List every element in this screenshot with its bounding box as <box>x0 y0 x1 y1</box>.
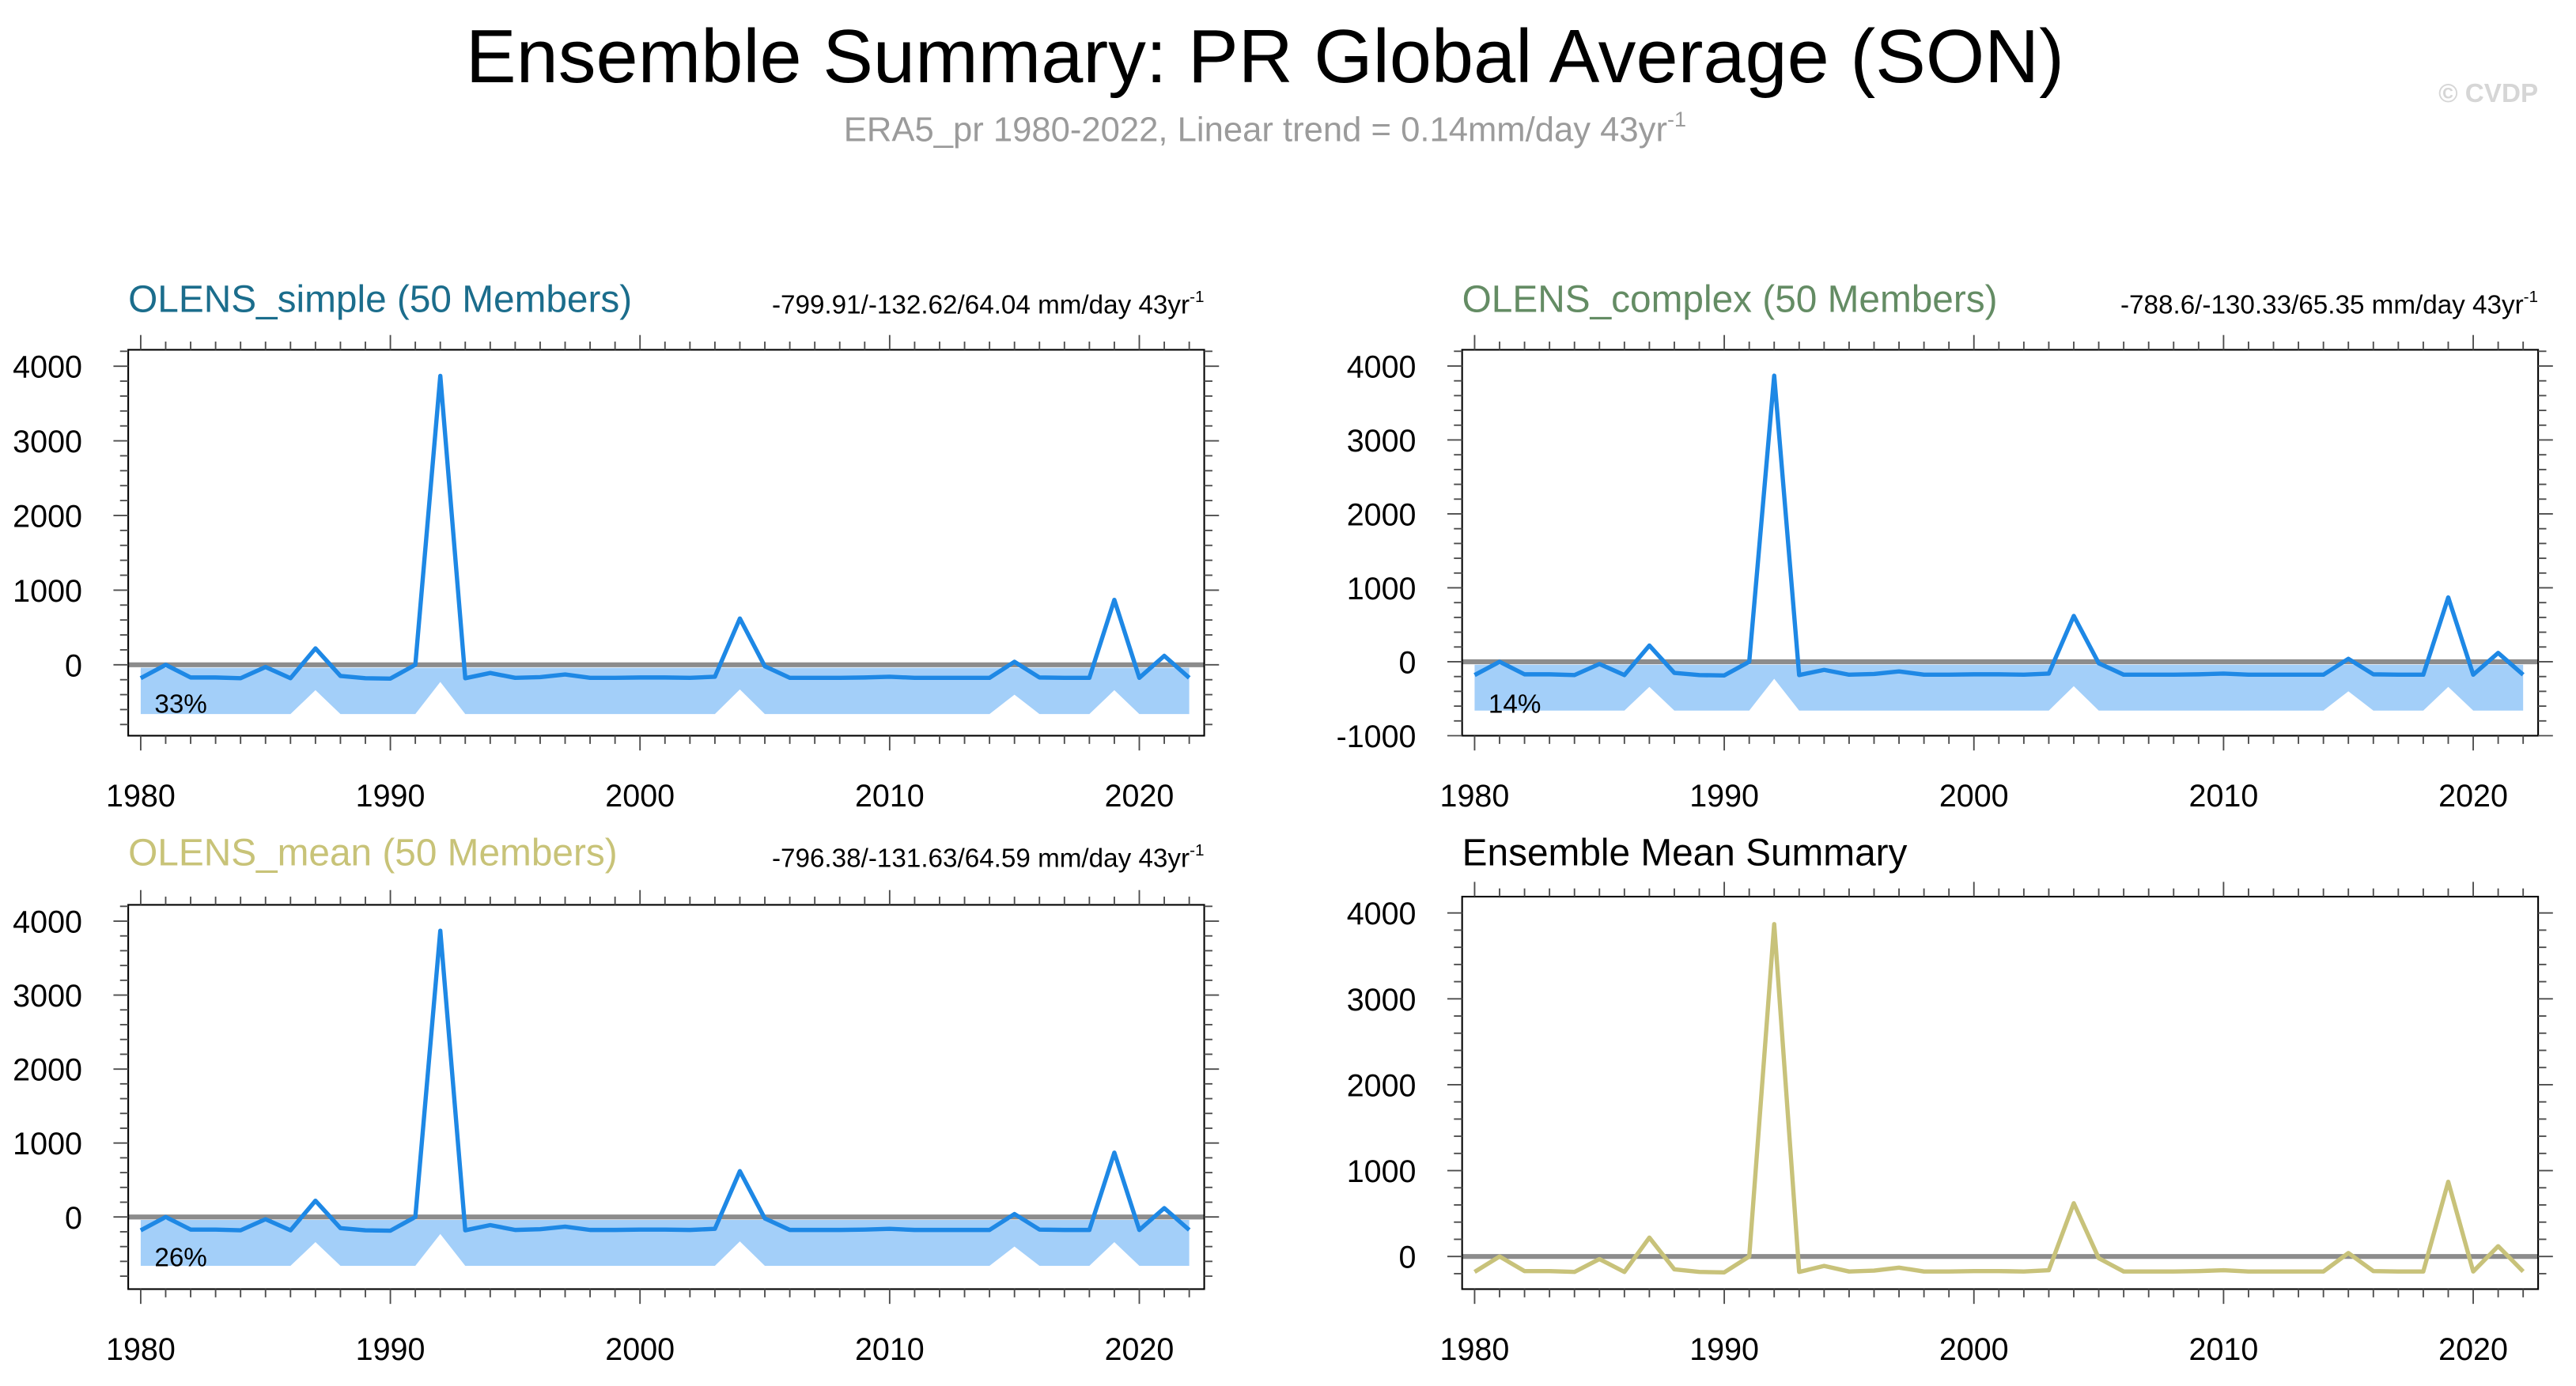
y-tick-label: 4000 <box>1347 897 1417 931</box>
panel-ensemble-mean-summary: Ensemble Mean Summary 1980 1990 2000 2010 20… <box>1347 833 2553 1367</box>
x-tick-label: 2020 <box>1105 1332 1175 1367</box>
y-tick-label: 1000 <box>1347 572 1417 606</box>
x-tick-label: 2000 <box>605 1332 675 1367</box>
cvdp-watermark: © CVDP <box>2438 79 2538 108</box>
x-tick-label: 1990 <box>1689 779 1759 814</box>
panel-olens-complex: OLENS_complex (50 Members) -788.6/-130.3… <box>1337 279 2553 814</box>
plot-frame <box>1461 896 2540 1290</box>
figure-subtitle: ERA5_pr 1980-2022, Linear trend = 0.14mm… <box>844 108 1686 149</box>
x-tick-label: 1990 <box>356 779 426 814</box>
trend-stats-superscript: -1 <box>2524 288 2538 306</box>
y-tick-label: 0 <box>1399 1241 1417 1275</box>
y-tick-label: -1000 <box>1337 719 1417 754</box>
x-tick-label: 1980 <box>1440 1332 1510 1367</box>
series-line <box>1473 373 2525 678</box>
plot-frame <box>127 904 1205 1290</box>
y-tick-label: 0 <box>1399 646 1417 681</box>
y-tick-label: 1000 <box>1347 1154 1417 1189</box>
figure-subtitle-superscript: -1 <box>1667 108 1686 131</box>
x-tick-label: 2020 <box>1105 779 1175 814</box>
y-tick-label: 2000 <box>1347 498 1417 533</box>
plot-area: 1980 1990 2000 2010 2020 -1000 0 1000 2000 3000 40… <box>1337 334 2553 814</box>
percent-label: 14% <box>1488 689 1541 719</box>
y-tick-label: 0 <box>65 648 82 683</box>
plot-area: 1980 1990 2000 2010 2020 0 1000 2000 3000 4000 <box>1347 882 2553 1367</box>
panel-trend-stats: -796.38/-131.63/64.59 mm/day 43yr-1 <box>772 841 1205 874</box>
trend-stats-superscript: -1 <box>1190 288 1204 306</box>
panel-olens-simple: OLENS_simple (50 Members) -799.91/-132.6… <box>13 279 1220 814</box>
panel-title: Ensemble Mean Summary <box>1462 833 1908 874</box>
x-tick-label: 2020 <box>2438 779 2508 814</box>
x-tick-label: 2010 <box>855 779 925 814</box>
y-tick-label: 2000 <box>1347 1068 1417 1103</box>
trend-stats-text: -788.6/-130.33/65.35 mm/day 43yr <box>2120 291 2524 320</box>
y-tick-label: 3000 <box>1347 424 1417 459</box>
x-tick-label: 1980 <box>106 779 176 814</box>
trend-stats-superscript: -1 <box>1190 841 1204 859</box>
x-tick-label: 2000 <box>1939 779 2009 814</box>
y-tick-label: 4000 <box>13 350 82 385</box>
panel-title: OLENS_complex (50 Members) <box>1462 279 1998 321</box>
x-tick-label: 1990 <box>1689 1332 1759 1367</box>
panel-olens-mean: OLENS_mean (50 Members) -796.38/-131.63/… <box>13 833 1220 1367</box>
series-line <box>139 373 1191 681</box>
y-tick-label: 2000 <box>13 500 82 534</box>
y-tick-label: 1000 <box>13 574 82 609</box>
plot-frame <box>1461 349 2540 737</box>
x-tick-label: 2000 <box>1939 1332 2009 1367</box>
y-tick-label: 3000 <box>13 979 82 1014</box>
plot-frame <box>127 349 1205 737</box>
plot-area: 1980 1990 2000 2010 2020 0 1000 2000 3000 4000 33% <box>13 334 1220 814</box>
x-tick-label: 1990 <box>356 1332 426 1367</box>
figure-title: Ensemble Summary: PR Global Average (SON… <box>466 15 2064 99</box>
x-tick-label: 1980 <box>1440 779 1510 814</box>
plot-area: 1980 1990 2000 2010 2020 0 1000 2000 3000 4000 26% <box>13 889 1220 1367</box>
x-tick-label: 2020 <box>2438 1332 2508 1367</box>
y-tick-label: 1000 <box>13 1127 82 1161</box>
x-tick-label: 1980 <box>106 1332 176 1367</box>
y-tick-label: 4000 <box>13 905 82 940</box>
trend-stats-text: -799.91/-132.62/64.04 mm/day 43yr <box>772 291 1190 320</box>
figure-subtitle-text: ERA5_pr 1980-2022, Linear trend = 0.14mm… <box>844 111 1667 149</box>
x-tick-label: 2000 <box>605 779 675 814</box>
percent-label: 33% <box>154 689 206 719</box>
y-tick-label: 4000 <box>1347 350 1417 385</box>
panel-trend-stats: -799.91/-132.62/64.04 mm/day 43yr-1 <box>772 288 1205 320</box>
percent-label: 26% <box>154 1243 206 1272</box>
x-tick-label: 2010 <box>855 1332 925 1367</box>
series-line <box>139 928 1191 1233</box>
panel-title: OLENS_mean (50 Members) <box>128 833 618 874</box>
panel-trend-stats: -788.6/-130.33/65.35 mm/day 43yr-1 <box>2120 288 2538 320</box>
y-tick-label: 0 <box>65 1201 82 1236</box>
trend-stats-text: -796.38/-131.63/64.59 mm/day 43yr <box>772 844 1190 874</box>
x-tick-label: 2010 <box>2189 779 2259 814</box>
y-tick-label: 3000 <box>13 425 82 459</box>
x-tick-label: 2010 <box>2189 1332 2259 1367</box>
series-line <box>1473 922 2525 1275</box>
y-tick-label: 2000 <box>13 1053 82 1088</box>
y-tick-label: 3000 <box>1347 983 1417 1018</box>
panel-title: OLENS_simple (50 Members) <box>128 279 632 321</box>
